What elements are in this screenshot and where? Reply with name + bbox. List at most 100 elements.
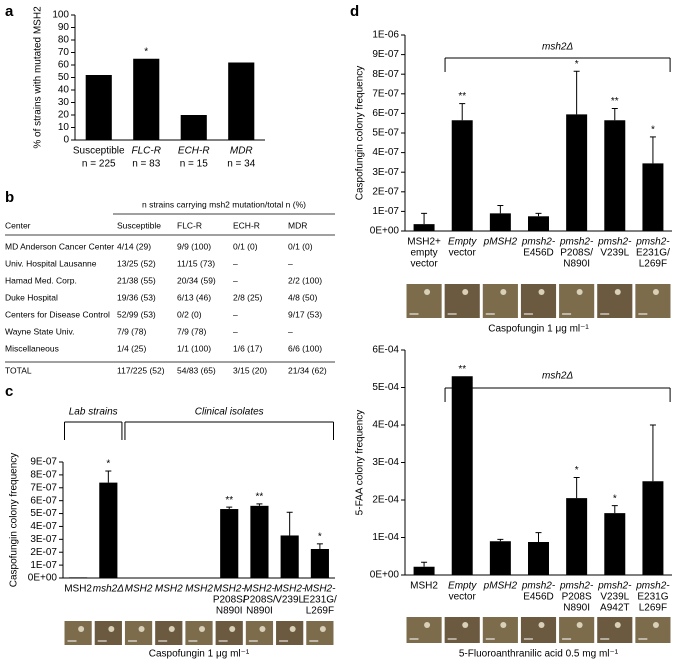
plate-image <box>635 284 671 318</box>
table-cell: 0/1 (0) <box>288 241 313 251</box>
table-cell: 7/9 (78) <box>117 326 146 336</box>
x-tick-label: MSH2 <box>185 584 213 595</box>
bar <box>528 542 549 575</box>
y-tick-label: 90 <box>58 22 70 33</box>
table-cell: 52/99 (53) <box>117 309 156 319</box>
y-tick-label: 2E-07 <box>372 186 399 197</box>
column-header: Susceptible <box>117 220 161 230</box>
table-cell: 6/13 (46) <box>177 292 211 302</box>
y-tick-label: 5E-07 <box>372 128 399 139</box>
significance-mark: * <box>575 59 579 70</box>
table-cell: 19/36 (53) <box>117 292 156 302</box>
x-tick-label: E231G <box>637 592 668 603</box>
table-cell: 0/1 (0) <box>233 241 258 251</box>
x-tick-label: P208S <box>562 592 592 603</box>
x-tick-label: MSH2 <box>64 584 92 595</box>
x-tick-label: empty <box>410 248 437 259</box>
x-tick-label: vector <box>449 248 477 259</box>
bar <box>451 120 473 231</box>
colony <box>424 289 431 295</box>
x-tick-label: vector <box>410 259 438 270</box>
column-header: Center <box>5 220 31 230</box>
x-axis-label: Caspofungin 1 μg ml⁻¹ <box>488 324 589 335</box>
table-cell: 21/38 (55) <box>117 275 156 285</box>
x-tick-label: MSH2- <box>304 584 336 595</box>
colony <box>614 622 621 628</box>
table-cell: – <box>288 326 293 336</box>
table-cell: 9/17 (53) <box>288 309 322 319</box>
y-tick-label: 40 <box>58 85 70 96</box>
x-tick-label: MSH2+ <box>407 237 441 248</box>
x-tick-label: N890I <box>563 603 590 614</box>
x-tick-label: V239L <box>600 248 629 259</box>
y-tick-label: 6E-04 <box>372 345 399 356</box>
y-tick-label: 5E-07 <box>30 508 57 519</box>
x-tick-label: pmsh2- <box>597 237 632 248</box>
bar <box>159 577 178 579</box>
y-tick-label: 1E-06 <box>372 30 399 41</box>
x-tick-label: P208S/ <box>560 248 593 259</box>
significance-mark: ** <box>611 96 619 107</box>
x-tick-label: P208S/ <box>213 595 246 606</box>
plate-image <box>559 284 595 318</box>
y-tick-label: 0E+00 <box>370 226 400 237</box>
y-tick-label: 80 <box>58 35 70 46</box>
plate-image <box>482 284 518 318</box>
plate-image <box>597 284 633 318</box>
panel-letter: c <box>5 383 13 400</box>
x-tick-label: L269F <box>639 259 667 270</box>
x-tick-label: pMSH2 <box>483 581 518 592</box>
plate-image <box>444 284 480 318</box>
plate-image <box>520 284 557 318</box>
table-cell: – <box>288 258 293 268</box>
y-tick-label: 1E-07 <box>30 560 57 571</box>
x-tick-label: N890I <box>563 259 590 270</box>
colony <box>576 622 583 628</box>
table-cell: 6/6 (100) <box>288 343 322 353</box>
y-tick-label: 100 <box>52 10 69 21</box>
table-cell: Duke Hospital <box>5 292 58 302</box>
y-tick-label: 4E-07 <box>372 147 399 158</box>
y-tick-label: 60 <box>58 60 70 71</box>
colony <box>319 626 326 632</box>
colony <box>108 626 115 632</box>
table-cell: 13/25 (52) <box>117 258 156 268</box>
y-tick-label: 1E-07 <box>372 206 399 217</box>
bar <box>489 213 511 231</box>
significance-mark: * <box>144 46 148 57</box>
bar <box>413 566 435 575</box>
table-cell: 11/15 (73) <box>177 258 215 268</box>
x-tick-label: pmsh2- <box>559 237 594 248</box>
table-cell: 2/8 (25) <box>233 292 262 302</box>
bar <box>280 535 299 578</box>
colony <box>259 626 266 632</box>
table-cell: – <box>233 326 238 336</box>
table-cell: 4/8 (50) <box>288 292 317 302</box>
x-tick-label: V239L <box>275 595 304 606</box>
x-tick-label: MSH2 <box>410 581 438 592</box>
x-tick-label: Susceptible <box>73 146 125 157</box>
colony <box>289 626 296 632</box>
x-sublabel: n = 15 <box>180 159 209 170</box>
y-tick-label: 2E-07 <box>30 547 57 558</box>
y-tick-label: 4E-07 <box>30 521 57 532</box>
table-cell: 9/9 (100) <box>177 241 211 251</box>
x-tick-label: E456D <box>523 592 554 603</box>
colony <box>500 622 507 628</box>
x-tick-label: pmsh2- <box>521 237 556 248</box>
significance-mark: * <box>318 531 322 542</box>
colony <box>462 622 469 628</box>
y-tick-label: 1E-04 <box>372 532 399 543</box>
table-cell: Miscellaneous <box>5 343 59 353</box>
x-tick-label: ECH-R <box>178 146 210 157</box>
colony <box>462 289 469 295</box>
table-cell: 54/83 (65) <box>177 365 216 375</box>
y-tick-label: 30 <box>58 97 70 108</box>
y-tick-label: 6E-07 <box>30 495 57 506</box>
table-cell: 3/15 (20) <box>233 365 267 375</box>
table-cell: – <box>233 309 238 319</box>
table-cell: 117/225 (52) <box>117 365 165 375</box>
y-tick-label: 4E-04 <box>372 420 399 431</box>
x-tick-label: FLC-R <box>132 146 161 157</box>
x-tick-label: Empty <box>448 581 477 592</box>
